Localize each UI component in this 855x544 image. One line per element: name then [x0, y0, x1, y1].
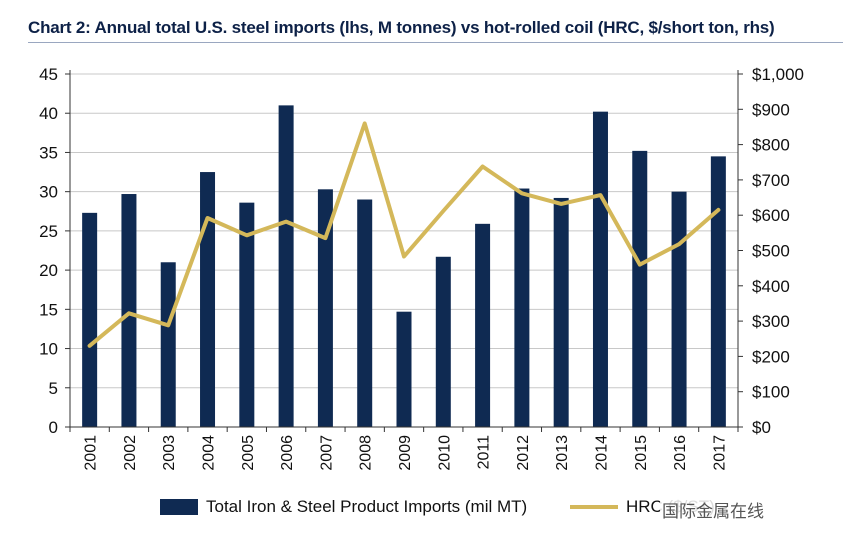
x-tick-label: 2016 [672, 435, 689, 471]
y-right-tick-label: $700 [752, 171, 790, 190]
y-right-tick-label: $0 [752, 418, 771, 437]
x-tick-label: 2012 [515, 435, 532, 471]
y-right-tick-label: $800 [752, 136, 790, 155]
tick-labels: 0 5 10 15 20 25 30 35 40 45 $0 $100 $200 $300 $400 $500… [39, 65, 804, 471]
x-tick-label: 2007 [318, 435, 335, 471]
y-left-tick-label: 10 [39, 340, 58, 359]
y-left-tick-label: 30 [39, 183, 58, 202]
bar-2012 [514, 188, 530, 427]
axes [65, 70, 743, 432]
y-left-tick-label: 45 [39, 65, 58, 84]
x-tick-label: 2013 [554, 435, 571, 471]
bar-2002 [121, 194, 137, 427]
y-right-tick-label: $600 [752, 206, 790, 225]
legend-label-imports: Total Iron & Steel Product Imports (mil … [206, 497, 528, 516]
x-tick-label: 2015 [633, 435, 650, 471]
bar-2001 [82, 212, 98, 427]
bar-2005 [239, 202, 255, 427]
x-tick-label: 2011 [476, 435, 493, 470]
x-tick-label: 2004 [201, 435, 218, 471]
x-tick-label: 2002 [122, 435, 139, 471]
gridlines [70, 73, 738, 389]
x-tick-label: 2008 [358, 435, 375, 471]
bar-2006 [278, 105, 294, 427]
chart-title: Chart 2: Annual total U.S. steel imports… [28, 18, 775, 37]
line-series [87, 121, 721, 348]
y-left-tick-label: 0 [49, 418, 58, 437]
bar-2017 [710, 156, 726, 427]
bar-2008 [357, 199, 373, 427]
y-left-tick-label: 20 [39, 261, 58, 280]
y-right-tick-label: $200 [752, 347, 790, 366]
legend-swatch-line [570, 505, 618, 509]
bar-2014 [592, 111, 608, 428]
bar-2011 [475, 223, 491, 427]
bar-2009 [396, 311, 412, 427]
x-tick-label: 2009 [397, 435, 414, 471]
y-right-tick-label: $500 [752, 242, 790, 261]
bar-series [82, 105, 726, 428]
legend-swatch-bar [160, 499, 198, 515]
bar-2010 [435, 256, 451, 427]
x-tick-label: 2005 [240, 435, 257, 471]
y-right-tick-label: $300 [752, 312, 790, 331]
bar-2015 [632, 150, 648, 427]
y-left-tick-label: 25 [39, 222, 58, 241]
title-rule [28, 42, 843, 43]
bar-2016 [671, 191, 687, 427]
bar-2013 [553, 197, 569, 427]
bar-2007 [317, 189, 333, 427]
y-right-tick-label: $100 [752, 383, 790, 402]
x-tick-label: 2003 [161, 435, 178, 471]
x-tick-label: 2010 [436, 435, 453, 471]
y-left-tick-label: 35 [39, 143, 58, 162]
y-left-tick-label: 15 [39, 300, 58, 319]
watermark: 国际金属在线 [660, 497, 766, 522]
y-right-tick-label: $1,000 [752, 65, 804, 84]
y-left-tick-label: 40 [39, 104, 58, 123]
legend-item-imports: Total Iron & Steel Product Imports (mil … [160, 497, 527, 517]
bar-2004 [200, 172, 216, 427]
x-tick-label: 2001 [83, 435, 100, 471]
x-tick-label: 2017 [711, 435, 728, 471]
bar-2003 [160, 262, 176, 427]
y-right-tick-label: $400 [752, 277, 790, 296]
y-right-tick-label: $900 [752, 100, 790, 119]
x-tick-label: 2006 [279, 435, 296, 471]
y-left-tick-label: 5 [49, 379, 58, 398]
x-tick-label: 2014 [593, 435, 610, 471]
